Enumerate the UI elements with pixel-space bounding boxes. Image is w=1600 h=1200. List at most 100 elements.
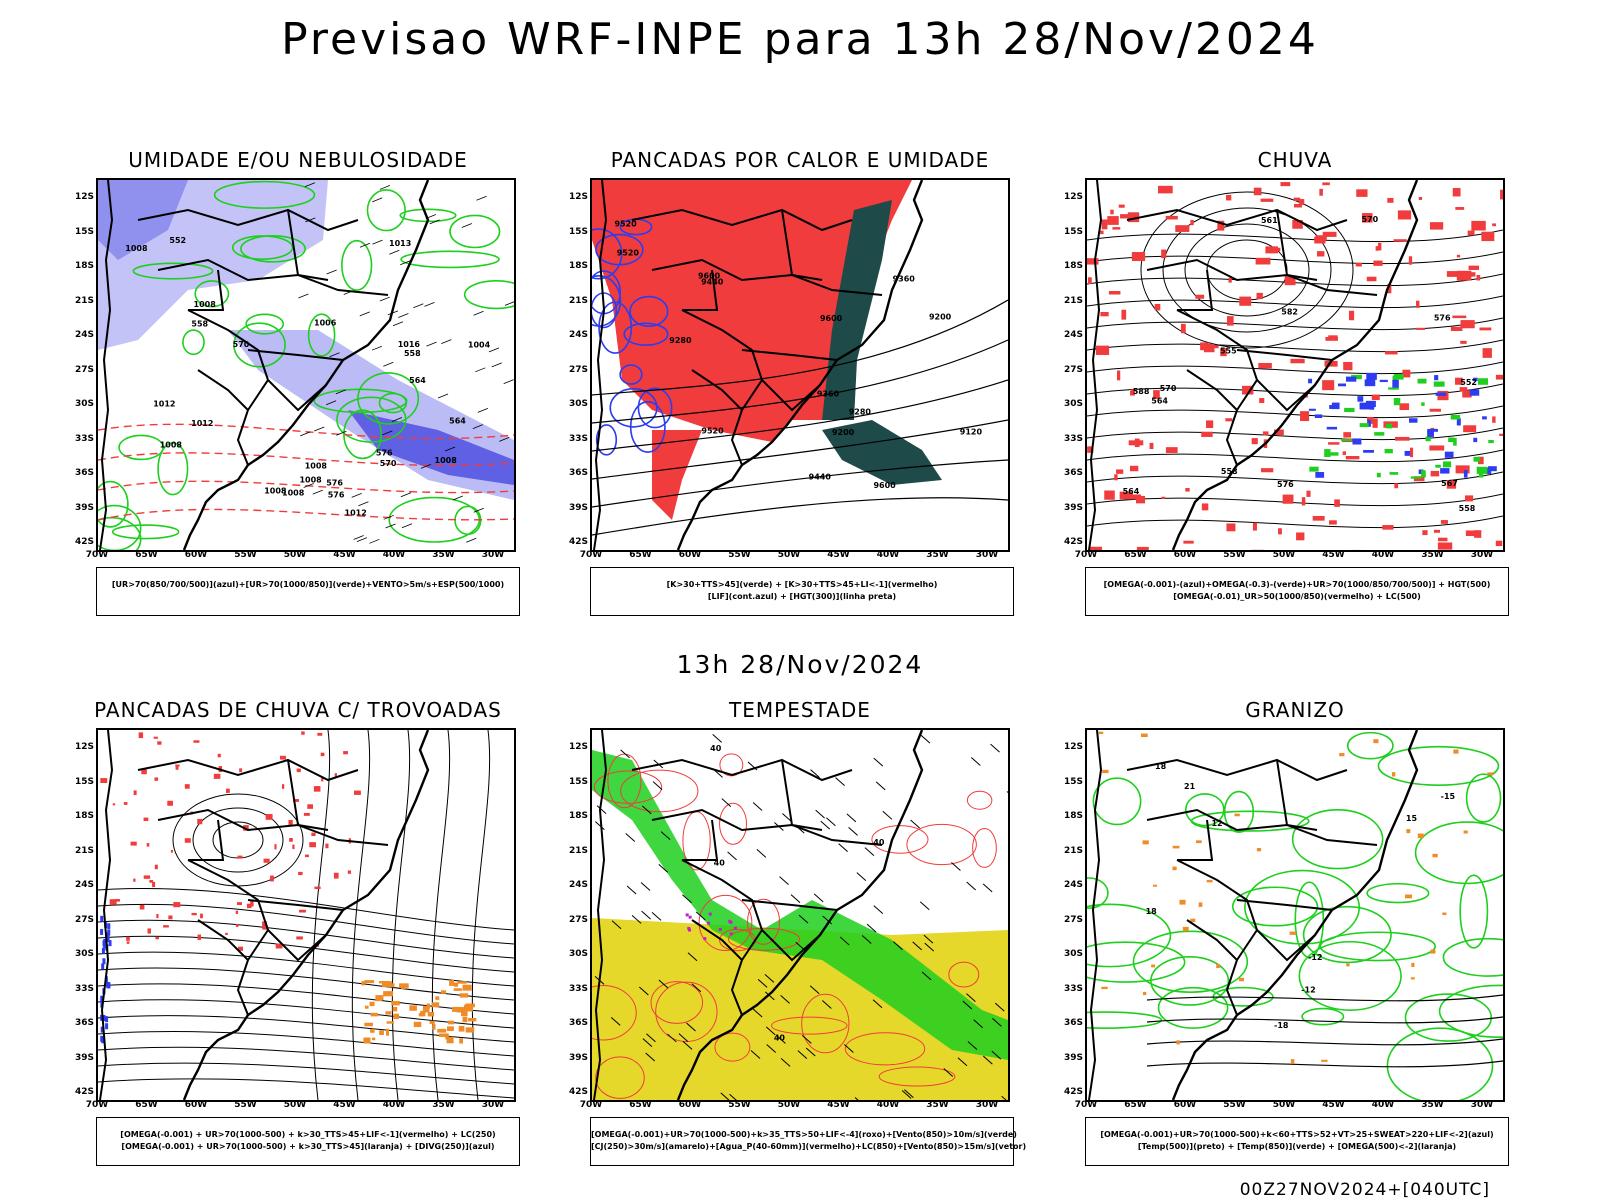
country-border [1177, 819, 1214, 861]
lat-tick-label: 30S [568, 399, 588, 409]
lat-tick-label: 33S [1063, 983, 1083, 994]
contour-label: 9280 [849, 408, 872, 417]
caption-line: [Temp(500)](preto) + [Temp(850)](verde) … [1137, 1142, 1457, 1151]
lon-tick-label: 65W [1124, 1100, 1147, 1110]
contour-label: 552 [169, 236, 186, 245]
country-border [157, 808, 389, 846]
lat-tick-label: 12S [1063, 192, 1083, 202]
map-canvas: -12 -15 -18 15 18 12 21 -12 18 [1087, 730, 1503, 1100]
lat-tick-label: 21S [568, 295, 588, 306]
lon-tick-label: 50W [1272, 1100, 1296, 1110]
lat-tick-label: 24S [74, 330, 94, 340]
lon-tick-label: 55W [234, 1100, 257, 1110]
lat-tick-label: 39S [568, 1052, 588, 1063]
country-border [1186, 369, 1239, 466]
lat-tick-label: 18S [568, 811, 588, 821]
country-border [137, 208, 359, 232]
contour-label: 1008 [194, 300, 217, 309]
lat-tick-label: 33S [74, 983, 94, 994]
country-border [651, 808, 883, 846]
lat-tick-label: 39S [1063, 502, 1083, 513]
contour-label: 582 [1281, 308, 1298, 317]
lat-tick-label: 42S [568, 1087, 588, 1097]
country-border [157, 258, 389, 296]
lon-tick-label: 70W [579, 550, 603, 560]
lon-tick-label: 45W [333, 1100, 356, 1110]
lon-tick-label: 50W [283, 550, 307, 560]
lat-tick-label: 27S [1063, 914, 1083, 925]
lon-tick-label: 50W [283, 1100, 307, 1110]
lat-tick-label: 21S [74, 845, 94, 856]
lat-tick-label: 42S [74, 1087, 94, 1097]
contour-label: 15 [1406, 814, 1418, 823]
caption-line: [OMEGA(-0.001) + UR>70(1000-500) + k>30_… [121, 1142, 495, 1151]
lon-tick-label: 60W [184, 1100, 208, 1110]
lat-tick-label: 15S [74, 226, 94, 237]
contour-label: 564 [1123, 487, 1140, 496]
country-border [197, 919, 250, 1016]
west-coastline [99, 180, 114, 550]
caption-line: [UR>70(850/700/500)](azul)+[UR>70(1000/8… [111, 580, 505, 589]
contour-label: 9440 [809, 472, 832, 481]
lon-tick-label: 55W [234, 550, 257, 560]
map-chuva: 588 582 576 570 564 558 552 576 570 567 564 561 558 5… [1085, 178, 1505, 552]
lon-tick-label: 40W [876, 1100, 900, 1110]
lat-tick-label: 42S [568, 537, 588, 547]
jet-fill [592, 750, 1008, 1100]
main-title: Previsao WRF-INPE para 13h 28/Nov/2024 [281, 14, 1319, 65]
country-border [1236, 349, 1333, 361]
contour-label: 1012 [191, 419, 213, 428]
lon-tick-label: 40W [1371, 1100, 1395, 1110]
country-border [651, 258, 883, 296]
caption-line: [OMEGA(-0.01)_UR>50(1000/850)(vermelho) … [1173, 592, 1421, 601]
lon-tick-label: 50W [1272, 550, 1296, 560]
coastline [676, 730, 924, 1100]
map-trovoadas [96, 728, 516, 1102]
country-border [287, 759, 329, 831]
lat-tick-label: 33S [568, 433, 588, 444]
contour-label: 21 [1184, 782, 1196, 791]
lat-tick-label: 18S [1063, 261, 1083, 271]
coastline [1171, 730, 1419, 1100]
country-border [197, 369, 250, 466]
contour-label: 1012 [345, 509, 367, 518]
map-granizo: -12 -15 -18 15 18 12 21 -12 18 [1085, 728, 1505, 1102]
lat-tick-label: 36S [1063, 1018, 1083, 1028]
caption-trovoadas: [OMEGA(-0.001) + UR>70(1000-500) + k>30_… [96, 1117, 520, 1166]
contour-label: 576 [328, 491, 345, 500]
lat-tick-label: 36S [74, 468, 94, 478]
country-border [137, 758, 359, 782]
country-border [1256, 929, 1316, 962]
contour-label: 40 [714, 859, 726, 868]
lon-tick-label: 55W [1223, 1100, 1246, 1110]
contour-label: 564 [1151, 396, 1168, 405]
lat-tick-label: 30S [74, 399, 94, 409]
contour-label: 555 [1220, 347, 1237, 356]
lat-tick-label: 36S [1063, 468, 1083, 478]
contour-label: 1008 [435, 456, 458, 465]
panel-title-trovoadas: PANCADAS DE CHUVA C/ TROVOADAS [94, 698, 502, 722]
lat-tick-label: 18S [1063, 811, 1083, 821]
contour-label: 40 [873, 838, 885, 847]
contour-label: -15 [1441, 792, 1456, 801]
panel-title-tempestade: TEMPESTADE [729, 698, 871, 722]
lon-tick-label: 30W [975, 1100, 999, 1110]
lon-tick-label: 40W [876, 550, 900, 560]
lon-tick-label: 45W [827, 550, 850, 560]
country-border [761, 379, 821, 412]
country-border [247, 349, 344, 361]
lon-tick-label: 70W [1074, 550, 1098, 560]
contour-label: 558 [1459, 504, 1476, 513]
panel-title-pancadas-calor: PANCADAS POR CALOR E UMIDADE [610, 148, 990, 172]
contour-label: 1008 [264, 486, 287, 495]
west-coastline [1088, 730, 1103, 1100]
lon-tick-label: 35W [926, 550, 949, 560]
lon-tick-label: 60W [1173, 1100, 1197, 1110]
lat-tick-label: 42S [74, 537, 94, 547]
contour-label: 570 [380, 459, 397, 468]
footer-run-time: 00Z27NOV2024+[040UTC] [1239, 1180, 1490, 1200]
contour-label: 40 [774, 1034, 786, 1043]
lat-tick-label: 12S [1063, 742, 1083, 752]
map-canvas: 9600 9520 9600 9600 9520 9440 9520 9360 9440 9360… [592, 180, 1008, 550]
country-border [187, 859, 270, 961]
